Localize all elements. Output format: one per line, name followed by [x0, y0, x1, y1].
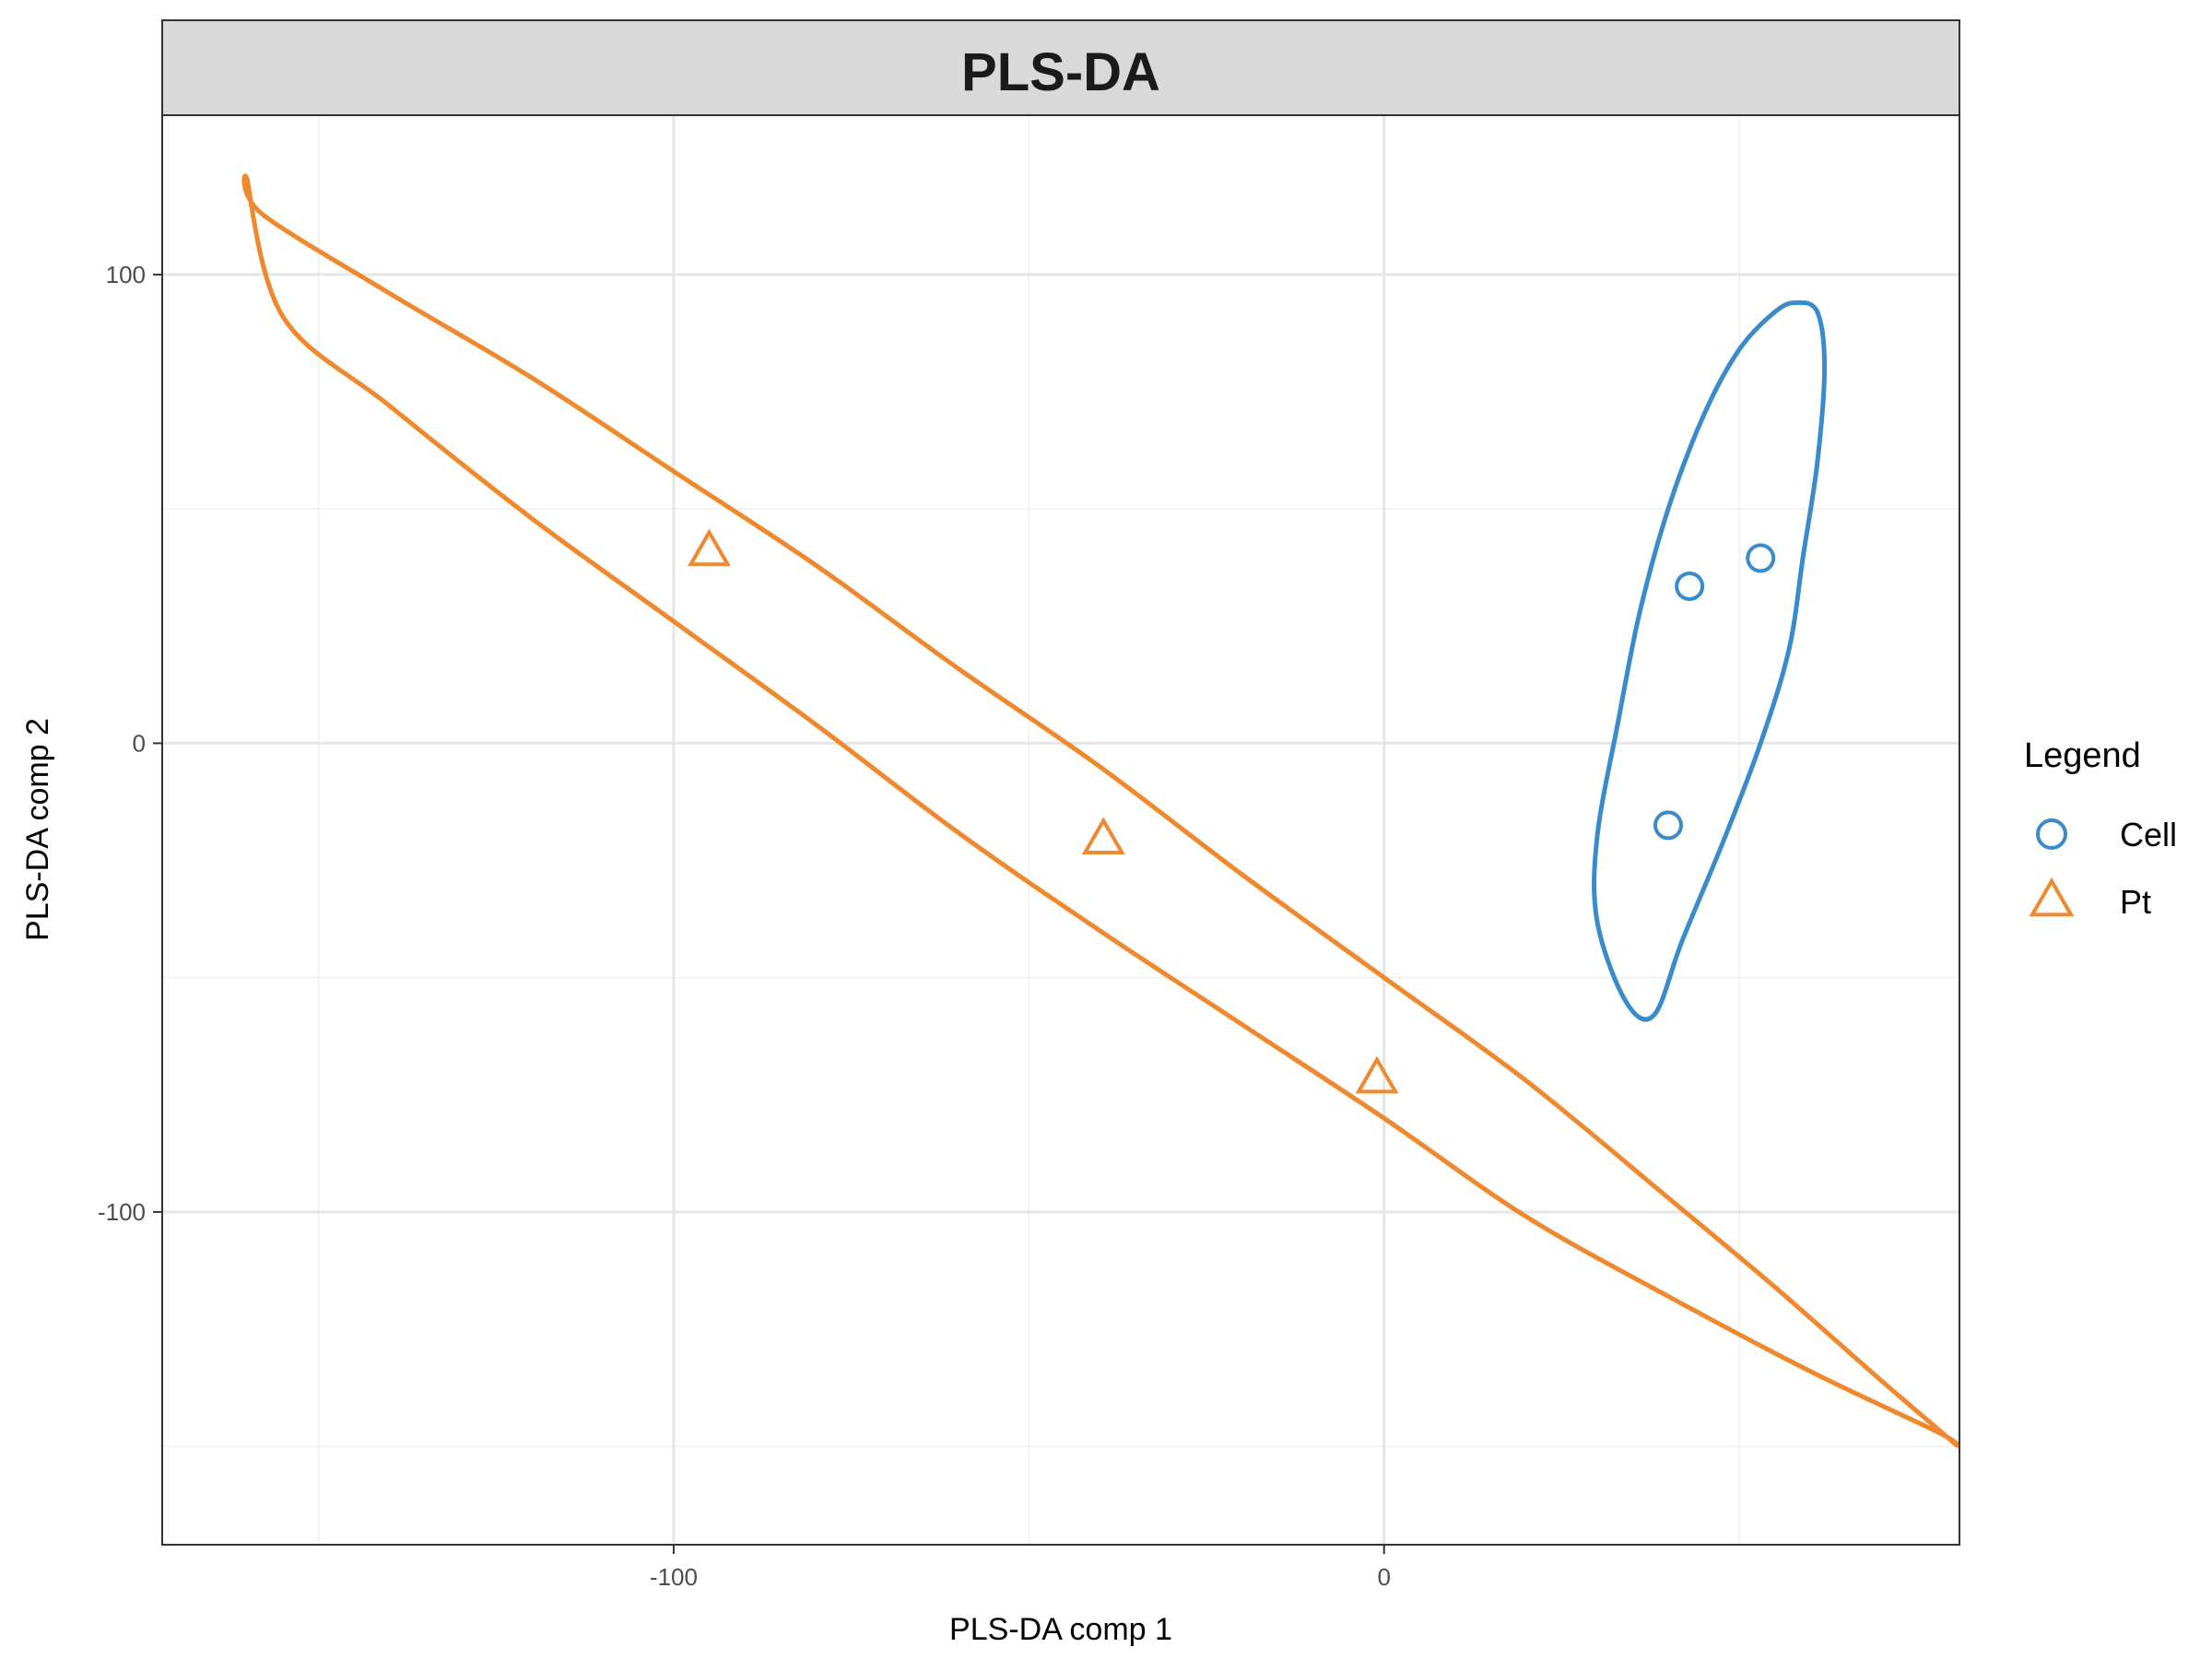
point-pt: [1355, 1055, 1399, 1094]
x-tick-label: -100: [650, 1563, 698, 1591]
strip-header: [161, 19, 1960, 116]
legend-entries: Cell Pt: [2029, 816, 2177, 921]
x-axis-ticks: -100 0: [650, 1545, 1391, 1591]
plot-panel: [162, 115, 1959, 1545]
legend-key-pt: [2029, 877, 2075, 917]
legend-label-pt: Pt: [2120, 883, 2151, 921]
point-cell: [1675, 571, 1705, 602]
point-pt: [1081, 817, 1125, 854]
ellipse-cell: [1592, 300, 1828, 1022]
x-axis-title: PLS-DA comp 1: [949, 1612, 1172, 1647]
chart-title: PLS-DA: [961, 42, 1160, 102]
point-pt: [688, 528, 731, 567]
y-axis-title: PLS-DA comp 2: [20, 718, 55, 941]
legend: Legend Cell Pt: [2024, 736, 2177, 921]
y-axis-ticks: -100 0 100: [98, 261, 162, 1226]
minor-gridlines: [162, 115, 1959, 1545]
point-cell: [1746, 543, 1776, 573]
major-gridlines: [162, 115, 1959, 1545]
point-cell: [1653, 810, 1683, 841]
y-tick-label: -100: [98, 1198, 146, 1226]
ellipse-pt: [241, 173, 1961, 1448]
legend-key-cell: [2036, 818, 2067, 850]
x-tick-label: 0: [1377, 1563, 1390, 1591]
legend-label-cell: Cell: [2120, 816, 2177, 853]
y-tick-label: 100: [106, 261, 146, 288]
legend-title: Legend: [2024, 736, 2141, 775]
data-points: [688, 528, 1776, 1094]
panel-border: [161, 114, 1960, 1546]
y-tick-label: 0: [133, 729, 146, 757]
confidence-ellipses: [241, 173, 1961, 1448]
